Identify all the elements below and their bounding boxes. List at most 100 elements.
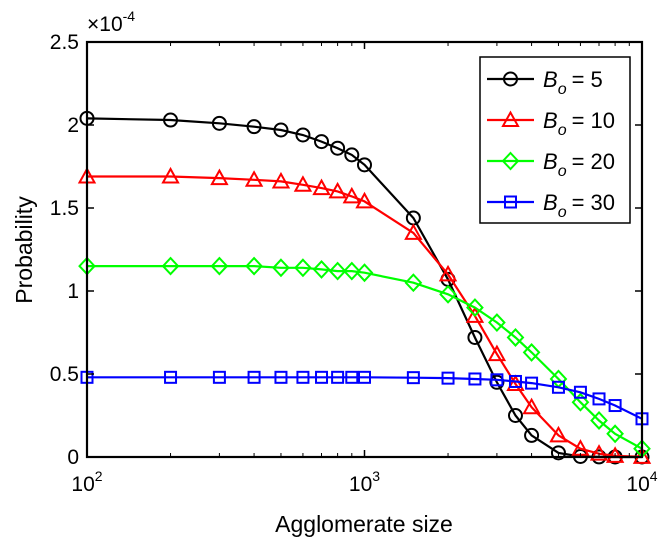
data-point [488, 313, 506, 333]
data-point [328, 261, 347, 281]
x-tick-label: 102 [71, 468, 102, 496]
series-layer [77, 110, 652, 465]
data-point [465, 306, 485, 323]
data-point [312, 259, 331, 279]
data-point [164, 370, 178, 384]
legend-marker [503, 71, 518, 87]
data-point [468, 372, 482, 386]
data-point [272, 258, 290, 278]
data-point [328, 181, 347, 199]
data-point [246, 119, 262, 135]
data-point [274, 370, 288, 384]
data-point [404, 223, 423, 240]
legend: Bo = 5 Bo = 10 Bo = 20 Bo = 30 [479, 56, 631, 224]
data-point [573, 385, 587, 399]
data-point [406, 371, 420, 385]
y-tick-label: 0.5 [50, 363, 79, 386]
data-point [439, 284, 457, 304]
legend-label-prefix: B [543, 190, 558, 215]
legend-label: Bo = 30 [543, 190, 615, 221]
y-tick-label: 2.5 [50, 31, 79, 54]
data-point [163, 112, 179, 128]
data-point [312, 178, 331, 196]
y-axis-label: Probability [11, 196, 37, 304]
y-tick-label: 1 [67, 280, 79, 303]
data-point [590, 411, 608, 430]
data-point [331, 370, 345, 384]
data-point [210, 256, 229, 276]
data-point [522, 397, 541, 415]
data-point [357, 157, 372, 173]
legend-marker [501, 110, 520, 127]
x-tick-base: 10 [626, 473, 649, 496]
data-point [345, 370, 359, 384]
data-point [161, 256, 180, 276]
data-point [549, 425, 568, 443]
data-point [315, 370, 329, 384]
series-line-4 [87, 376, 643, 420]
data-point [210, 168, 229, 186]
data-point [592, 392, 606, 406]
data-point [441, 371, 455, 385]
data-point [490, 373, 504, 387]
series-4 [80, 370, 649, 426]
data-point [551, 380, 565, 394]
data-point [330, 140, 346, 156]
data-point [507, 408, 523, 423]
x-tick-label: 104 [626, 468, 657, 496]
data-point [438, 264, 458, 282]
legend-label-subscript: o [558, 81, 567, 98]
legend-label: Bo = 10 [543, 108, 615, 139]
legend-entry-2: Bo = 10 [487, 108, 615, 139]
legend-marker [501, 151, 520, 171]
data-point [296, 370, 310, 384]
data-point [404, 273, 423, 293]
legend-box [479, 56, 631, 224]
series-3 [78, 256, 651, 459]
legend-label-subscript: o [558, 122, 567, 139]
data-point [161, 166, 180, 184]
data-point [295, 127, 311, 143]
legend-entry-4: Bo = 30 [487, 190, 615, 221]
data-point [355, 263, 374, 283]
data-point [550, 445, 566, 461]
y-tick-label: 0 [67, 446, 79, 469]
data-point [487, 344, 507, 362]
legend-label-prefix: B [543, 149, 558, 174]
legend-label-prefix: B [543, 67, 558, 92]
legend-label: Bo = 20 [543, 149, 615, 180]
data-point [342, 186, 362, 204]
legend-entry-1: Bo = 5 [487, 67, 603, 98]
data-point [522, 342, 541, 362]
y-axis-multiplier: ×10-4 [87, 8, 135, 36]
data-point [508, 374, 522, 388]
legend-label-prefix: B [543, 108, 558, 133]
x-tick-exponent: 3 [372, 468, 380, 484]
x-tick-base: 10 [349, 473, 372, 496]
data-point [466, 298, 484, 318]
legend-label: Bo = 5 [543, 67, 603, 98]
data-point [524, 427, 540, 443]
data-point [506, 374, 525, 391]
data-point [244, 170, 264, 187]
data-point [606, 424, 624, 444]
x-tick-exponent: 2 [95, 468, 103, 484]
y-tick-label: 2 [67, 114, 79, 137]
data-point [344, 147, 360, 163]
data-point [608, 399, 622, 413]
legend-label-subscript: o [558, 204, 567, 221]
data-point [525, 376, 539, 390]
x-tick-exponent: 4 [650, 468, 658, 484]
data-point [358, 370, 371, 384]
legend-label-value: = 5 [572, 67, 603, 92]
x-tick-base: 10 [71, 473, 94, 496]
data-point [605, 446, 625, 463]
series-line-3 [87, 265, 643, 450]
data-point [342, 261, 361, 281]
data-point [271, 171, 291, 189]
legend-label-subscript: o [558, 163, 567, 180]
data-point [273, 122, 289, 138]
data-point [314, 134, 330, 150]
